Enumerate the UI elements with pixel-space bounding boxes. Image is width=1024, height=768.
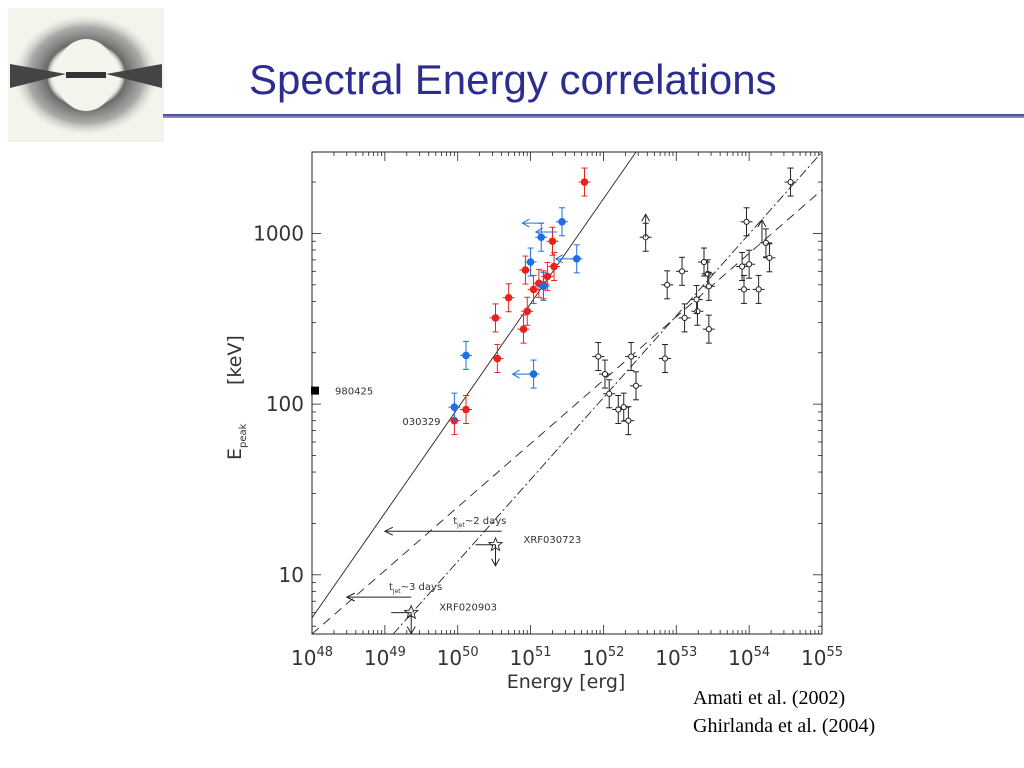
lower-limit-arrow [534,227,557,237]
upper-limit-arrow [491,558,500,567]
y-tick-label: 10 [279,563,304,587]
fit-line-solid [312,152,637,619]
blue-data-point [535,222,548,252]
y-tick-label: 1000 [253,221,304,245]
x-tick-label: 1052 [582,645,624,670]
x-tick-label: 1054 [728,645,770,670]
black-data-point [752,274,765,304]
black-data-point [617,392,630,422]
black-data-point [598,359,611,389]
fit-line-dashed [312,189,822,634]
x-tick-label: 1048 [291,645,333,670]
red-data-point [578,167,591,197]
black-data-point [678,303,691,333]
point-label: XRF020903 [439,603,497,614]
red-data-point [519,255,532,285]
x-tick-label: 1055 [801,645,843,670]
y-axis-label: Epeak [224,423,249,460]
black-data-point [630,371,643,401]
x-axis-label: Energy [erg] [507,671,626,693]
reference-amati: Amati et al. (2002) [693,687,846,709]
upper-limit-arrow [641,213,651,238]
x-tick-label: 1049 [364,645,406,670]
black-data-point [622,406,635,436]
red-data-point [491,344,504,374]
red-data-point [521,296,534,326]
jet-time-arrow-head [383,526,394,536]
point-label: 980425 [335,387,373,398]
black-data-point [763,243,776,273]
blue-data-point [448,392,461,422]
y-axis-unit-label: [keV] [224,335,246,385]
lower-limit-arrow [521,218,544,228]
blue-data-point [555,207,568,237]
black-data-point [592,342,605,372]
point-label: XRF030723 [523,535,581,546]
red-data-point [517,314,530,344]
jet-time-label: tjet~2 days [453,516,506,529]
black-data-point [690,285,703,315]
black-data-point [736,252,749,282]
y-tick-label: 100 [266,392,304,416]
blue-data-point [537,271,550,301]
black-data-point [784,167,797,197]
x-tick-label: 1050 [437,645,479,670]
black-data-point [661,270,674,300]
red-data-point [502,283,515,313]
black-data-point [702,271,715,301]
upper-limit-arrow [406,626,416,635]
title-underline-divider [163,114,1024,118]
black-data-point [676,256,689,286]
blue-data-point [524,247,537,277]
black-data-point [702,314,715,344]
red-data-point [460,395,473,425]
references: Amati et al. (2002) Ghirlanda et al. (20… [693,684,875,740]
gamma-ray-burst-jet-logo [8,8,164,142]
jet-time-label: tjet~3 days [389,582,442,595]
x-tick-label: 1051 [510,645,552,670]
red-data-point [489,303,502,333]
black-data-point [743,249,756,279]
blue-data-point [460,340,473,370]
black-data-point [740,207,753,237]
jet-time-arrow-head [345,592,355,602]
point-label: 030329 [402,417,440,428]
red-data-point [546,226,559,256]
black-data-point [625,342,638,372]
black-data-point [603,379,616,409]
data-point-980425 [311,386,320,395]
red-data-point [527,274,540,304]
logo-image [8,8,164,142]
reference-ghirlanda: Ghirlanda et al. (2004) [693,715,876,737]
lower-limit-arrow [511,369,534,379]
black-data-point [612,395,625,425]
black-data-point [659,344,671,374]
upper-limit-arrow [757,218,767,243]
black-data-point [738,274,751,304]
lower-limit-arrow [554,254,577,264]
red-data-point [541,261,554,291]
x-tick-label: 1053 [655,645,697,670]
fit-line-dash-dot [392,152,822,634]
red-data-point [548,252,561,282]
slide-title: Spectral Energy correlations [249,56,777,103]
